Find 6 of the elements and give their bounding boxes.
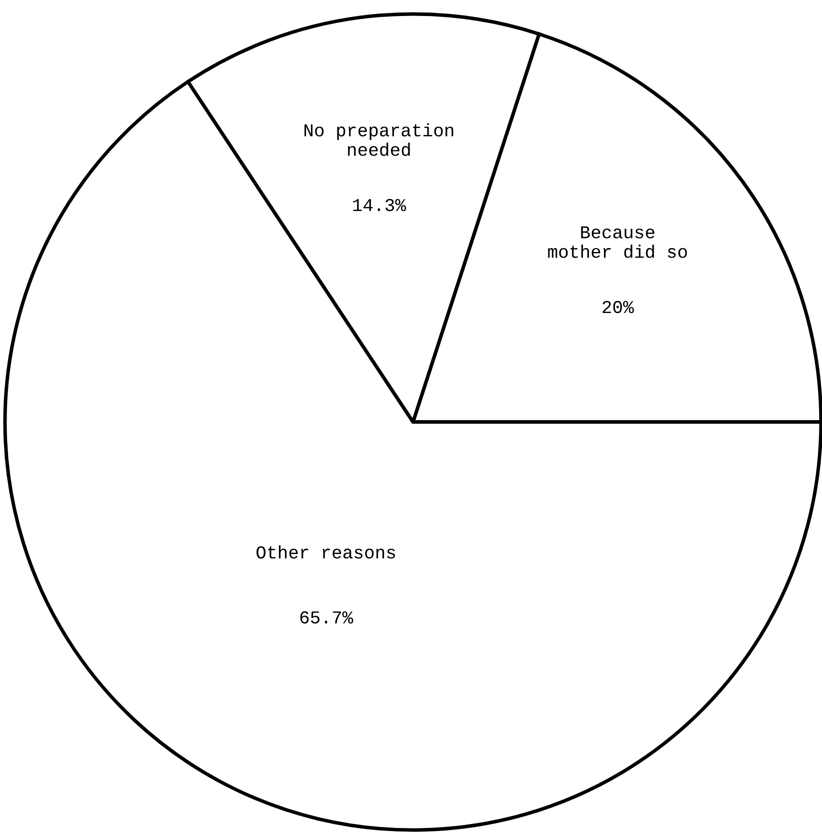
data-label: 20%: [602, 300, 634, 314]
slice-label: Because mother did so: [548, 226, 687, 258]
data-label: 14.3%: [353, 198, 406, 212]
slice-label: Other reasons: [256, 545, 396, 559]
data-label: 65.7%: [300, 611, 354, 624]
slice-label: No preparation needed: [304, 123, 454, 156]
